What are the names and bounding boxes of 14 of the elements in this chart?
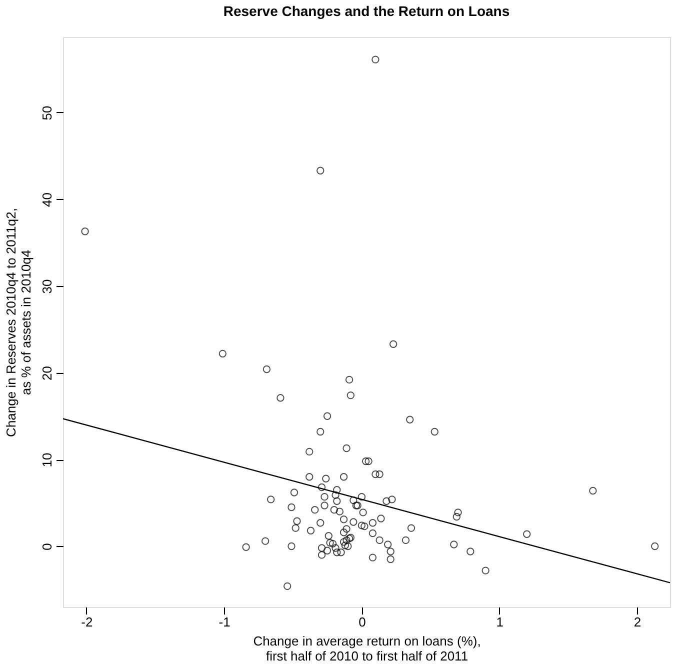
y-tick-label: 30 <box>40 279 54 294</box>
y-tick-label: 50 <box>40 106 54 120</box>
x-tick-label: -1 <box>218 614 230 630</box>
x-tick-label: 2 <box>634 614 642 630</box>
x-tick-label: 1 <box>496 614 504 630</box>
y-tick-label: 0 <box>40 543 54 550</box>
y-tick-label: 40 <box>40 192 54 207</box>
y-axis-title: Change in Reserves 2010q4 to 2011q2, as % of assets in 2010q4 <box>4 208 34 437</box>
y-tick-label: 10 <box>40 452 54 468</box>
x-axis-title: Change in average return on loans (%), first half of 2010 to first half of 2011 <box>253 634 481 664</box>
x-tick-label: -2 <box>81 614 93 630</box>
x-tick-label: 0 <box>358 614 366 630</box>
y-tick-label: 20 <box>40 366 54 380</box>
chart-title: Reserve Changes and the Return on Loans <box>223 3 510 19</box>
